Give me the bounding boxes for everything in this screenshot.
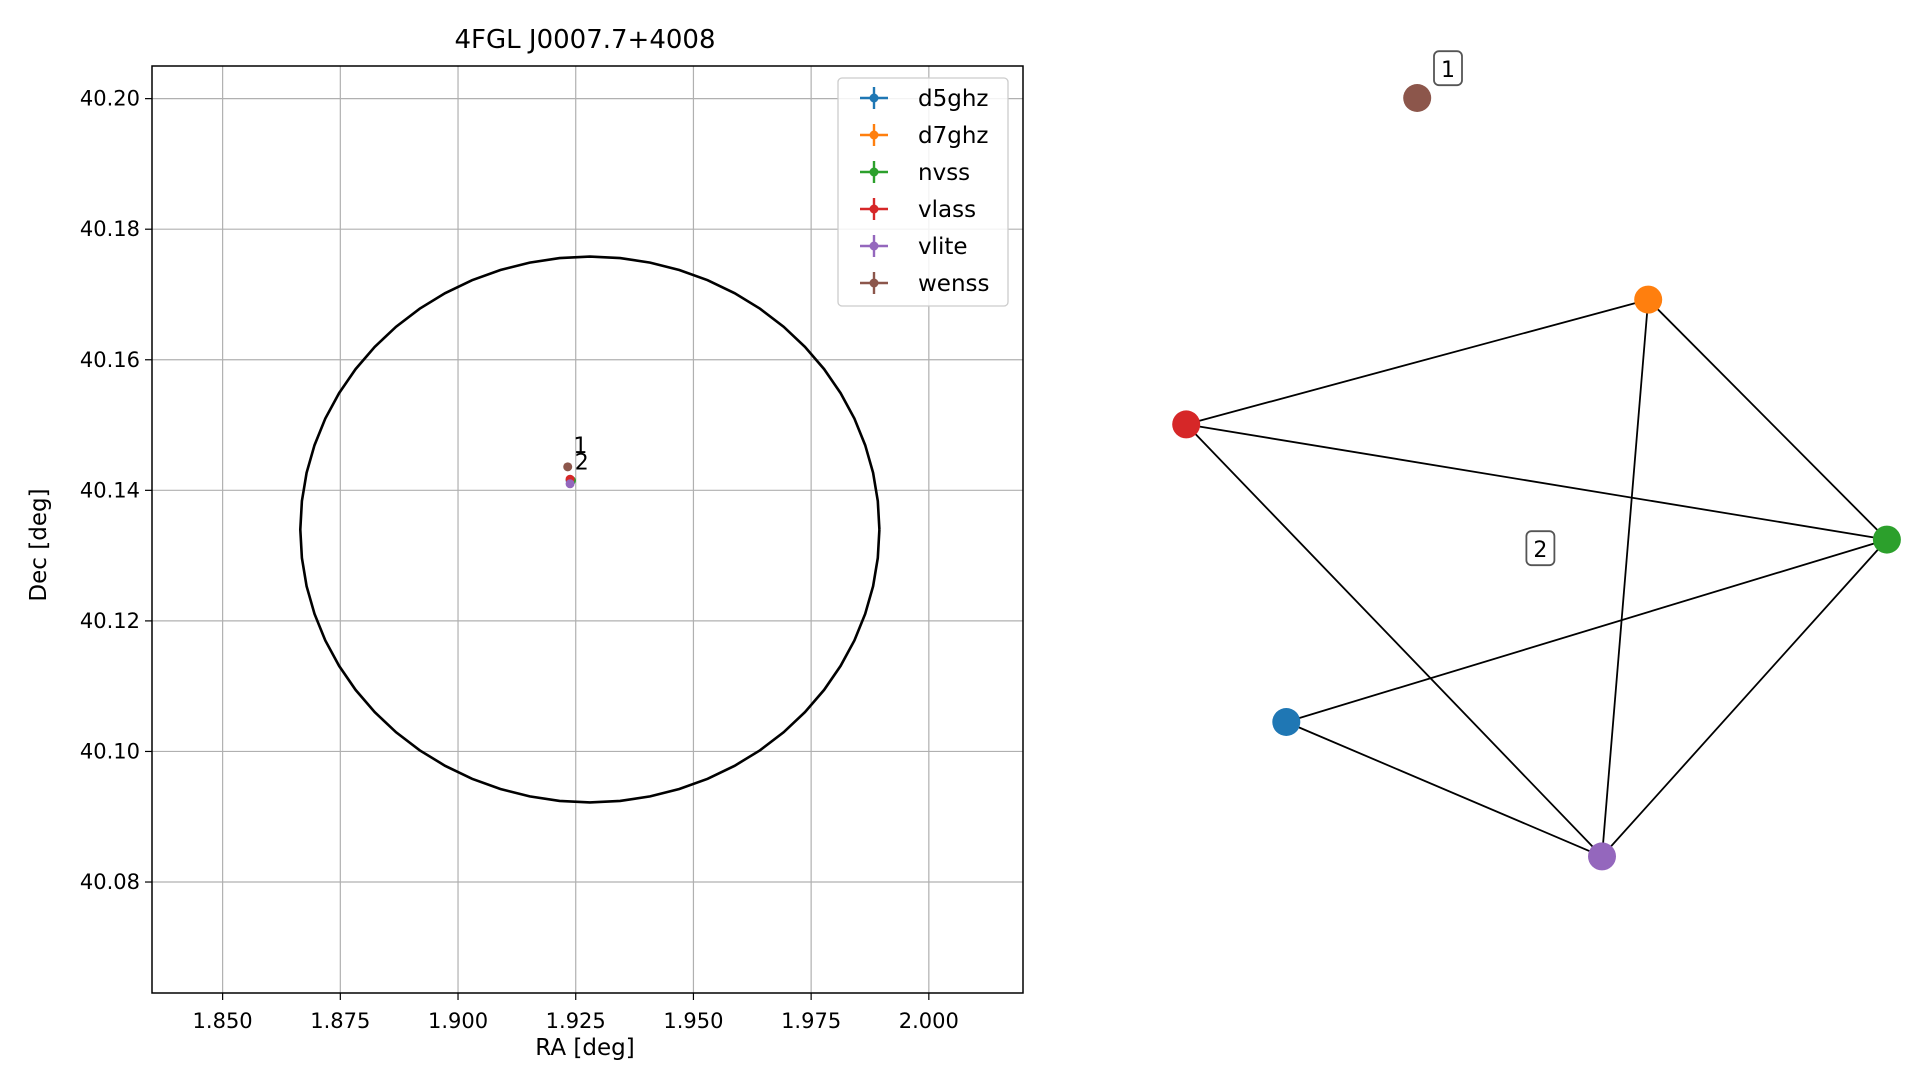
legend-marker-dot bbox=[869, 130, 879, 140]
grid-lines bbox=[152, 66, 1023, 993]
group-label-text: 2 bbox=[1533, 538, 1547, 563]
group-label-1: 1 bbox=[1433, 50, 1463, 87]
legend-marker-dot bbox=[869, 241, 879, 251]
y-tick-label: 40.20 bbox=[80, 87, 140, 111]
legend-entry-nvss: nvss bbox=[860, 160, 970, 186]
legend-marker-dot bbox=[869, 167, 879, 177]
legend-entries: d5ghz d7ghz nvss vlass vlite wenss bbox=[860, 86, 990, 297]
y-tick-label: 40.08 bbox=[80, 870, 140, 894]
legend-entry-d7ghz: d7ghz bbox=[860, 123, 988, 149]
node-wenss bbox=[1403, 84, 1432, 112]
network-nodes bbox=[1172, 84, 1901, 871]
group-label-2: 2 bbox=[1525, 530, 1556, 567]
edge-vlass-vlite bbox=[1185, 423, 1603, 858]
legend-label: nvss bbox=[918, 160, 970, 186]
x-tick-label: 1.850 bbox=[193, 1009, 253, 1033]
x-tick-label: 1.875 bbox=[310, 1009, 370, 1033]
point-annotation: 2 bbox=[575, 450, 589, 475]
edge-vlass-nvss bbox=[1186, 423, 1888, 541]
y-tick-label: 40.18 bbox=[80, 217, 140, 241]
legend-label: vlass bbox=[918, 197, 976, 223]
point-annotation: 1 bbox=[573, 434, 587, 459]
group-label-text: 1 bbox=[1441, 58, 1455, 83]
legend-entry-wenss: wenss bbox=[860, 271, 990, 297]
legend-marker-dot bbox=[869, 278, 879, 288]
legend-entry-d5ghz: d5ghz bbox=[860, 86, 988, 112]
x-tick-label: 1.950 bbox=[663, 1009, 723, 1033]
legend-marker-dot bbox=[869, 204, 879, 214]
axes-frame bbox=[151, 65, 1024, 994]
x-tick-label: 1.925 bbox=[546, 1009, 606, 1033]
x-tick-label: 2.000 bbox=[899, 1009, 959, 1033]
node-vlass bbox=[1172, 410, 1201, 439]
legend-label: vlite bbox=[918, 234, 968, 260]
y-tick-label: 40.16 bbox=[80, 348, 140, 372]
legend-label: d7ghz bbox=[918, 123, 988, 149]
point-vlite bbox=[565, 479, 575, 489]
group-label-box bbox=[1433, 50, 1463, 87]
network-group-labels: 12 bbox=[1433, 50, 1556, 567]
edge-nvss-d5ghz bbox=[1286, 538, 1888, 723]
edge-d7ghz-vlite bbox=[1601, 299, 1650, 857]
data-points bbox=[563, 462, 576, 489]
edge-nvss-vlite bbox=[1601, 538, 1888, 858]
error-ellipse bbox=[298, 255, 881, 804]
x-axis-ticks: 1.850 1.875 1.900 1.925 1.950 1.975 2.000 bbox=[193, 993, 959, 1033]
edge-d7ghz-nvss bbox=[1647, 298, 1888, 541]
node-vlite bbox=[1588, 842, 1616, 871]
legend-entry-vlass: vlass bbox=[860, 197, 976, 223]
node-d7ghz bbox=[1634, 285, 1663, 314]
legend: d5ghz d7ghz nvss vlass vlite wenss bbox=[837, 77, 1009, 307]
network-panel: 12 bbox=[1172, 50, 1901, 871]
y-axis-ticks: 40.08 40.10 40.12 40.14 40.16 40.18 40.20 bbox=[80, 87, 152, 894]
edge-d5ghz-vlite bbox=[1285, 721, 1603, 858]
edge-vlass-d7ghz bbox=[1185, 298, 1649, 426]
point-wenss bbox=[563, 462, 573, 472]
legend-marker-dot bbox=[869, 93, 879, 103]
x-axis-label: RA [deg] bbox=[535, 1035, 634, 1061]
legend-label: d5ghz bbox=[918, 86, 988, 112]
node-d5ghz bbox=[1272, 708, 1301, 736]
legend-label: wenss bbox=[918, 271, 990, 297]
group-label-box bbox=[1525, 530, 1556, 567]
x-tick-label: 1.975 bbox=[781, 1009, 841, 1033]
chart-title: 4FGL J0007.7+4008 bbox=[455, 25, 716, 55]
y-tick-label: 40.10 bbox=[80, 739, 140, 763]
y-axis-label: Dec [deg] bbox=[26, 488, 52, 601]
legend-entry-vlite: vlite bbox=[860, 234, 968, 260]
network-edges bbox=[1185, 298, 1888, 858]
point-annotations: 12 bbox=[573, 434, 588, 475]
y-tick-label: 40.12 bbox=[80, 609, 140, 633]
y-tick-label: 40.14 bbox=[80, 478, 140, 502]
x-tick-label: 1.900 bbox=[428, 1009, 488, 1033]
node-nvss bbox=[1872, 525, 1901, 554]
scatter-panel: 12 1.850 1.875 1.900 1.925 1.950 1.975 2.000 4… bbox=[26, 25, 1024, 1061]
